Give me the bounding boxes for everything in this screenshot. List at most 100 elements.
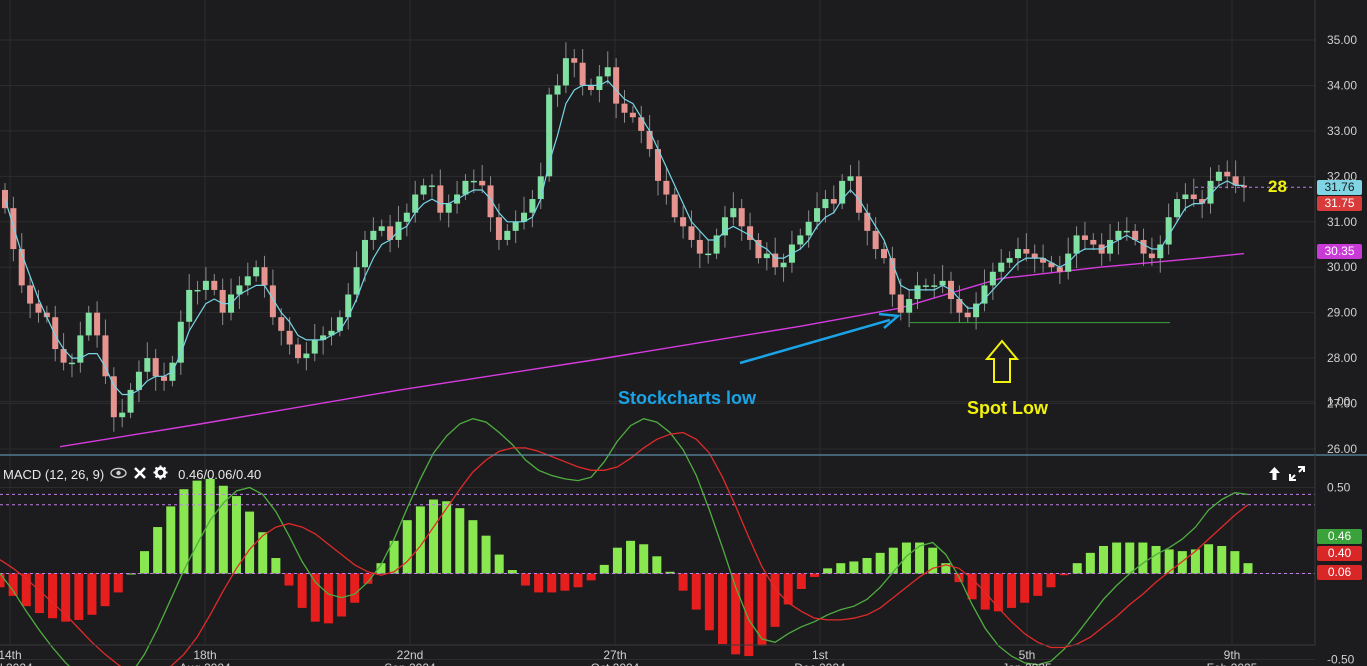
candle-bear xyxy=(1190,194,1197,200)
histogram-bar-negative xyxy=(8,573,18,596)
candle-bear xyxy=(437,185,444,213)
candle-bear xyxy=(1140,239,1147,254)
pane-controls xyxy=(1268,466,1305,485)
macd-label: MACD (12, 26, 9) xyxy=(3,466,105,482)
histogram-bar-positive xyxy=(1151,545,1161,574)
histogram-bar-negative xyxy=(1020,573,1030,603)
candle-bear xyxy=(278,317,285,331)
candle-bull xyxy=(1073,235,1080,254)
histogram-bar-positive xyxy=(507,570,517,574)
histogram-bar-negative xyxy=(337,573,347,617)
candle-bull xyxy=(562,58,569,86)
candle-bull xyxy=(1123,230,1130,233)
histogram-bar-positive xyxy=(599,564,609,574)
histogram-bar-negative xyxy=(704,573,714,631)
candle-bear xyxy=(152,358,159,377)
gear-icon[interactable] xyxy=(153,465,168,483)
candle-bear xyxy=(1240,185,1248,188)
macd-tick-label: 1.00 xyxy=(1327,395,1351,409)
histogram-bar-negative xyxy=(363,573,373,584)
x-tick-day: 9th xyxy=(1224,648,1241,662)
candle-bull xyxy=(721,217,728,236)
eye-icon[interactable] xyxy=(110,467,127,482)
candle-bull xyxy=(504,230,511,240)
sma-price-tag: 30.35 xyxy=(1317,244,1362,259)
candle-bear xyxy=(1148,253,1155,259)
histogram-bar-positive xyxy=(901,542,911,574)
candle-bear xyxy=(738,208,745,227)
candle-bull xyxy=(537,176,544,200)
histogram-bar-negative xyxy=(284,573,294,586)
price-tick-label: 29.00 xyxy=(1327,306,1357,320)
histogram-bar-positive xyxy=(1190,549,1200,574)
histogram-bar-positive xyxy=(153,527,163,574)
histogram-bar-negative xyxy=(967,573,977,600)
candle-bull xyxy=(1207,180,1214,204)
histogram-bar-positive xyxy=(1125,542,1135,574)
histogram-bar-positive xyxy=(468,520,478,574)
histogram-bar-positive xyxy=(415,506,425,574)
macd-header: MACD (12, 26, 9) 0.46/0.06/0.40 xyxy=(3,465,261,483)
histogram-bar-negative xyxy=(1007,573,1017,608)
candle-bull xyxy=(428,185,435,187)
candle-bull xyxy=(1174,199,1181,218)
x-tick-day: 18th xyxy=(193,648,216,662)
candle-bull xyxy=(236,285,243,295)
histogram-bar-negative xyxy=(61,573,71,622)
expand-icon[interactable] xyxy=(1289,466,1305,485)
candle-bull xyxy=(420,185,427,195)
histogram-bar-positive xyxy=(1138,542,1148,574)
histogram-bar-negative xyxy=(534,573,544,593)
yellow-up-arrow xyxy=(984,339,1020,383)
candle-bear xyxy=(94,312,101,336)
candle-bull xyxy=(303,353,310,359)
candle-bull xyxy=(1014,249,1021,259)
x-tick-day: 22nd xyxy=(397,648,424,662)
candle-bear xyxy=(219,289,226,313)
candle-bear xyxy=(479,180,486,186)
candle-bear xyxy=(864,212,871,231)
x-tick-day: 5th xyxy=(1019,648,1036,662)
candle-bull xyxy=(546,94,553,177)
price-tick-label: 27.00 xyxy=(1327,397,1357,411)
candle-bear xyxy=(27,285,34,304)
candle-bull xyxy=(470,180,477,183)
candle-bear xyxy=(294,344,302,359)
x-tick-day: 27th xyxy=(603,648,626,662)
candle-bull xyxy=(805,221,812,236)
price-tick-label: 31.00 xyxy=(1327,215,1357,229)
histogram-bar-positive xyxy=(1243,563,1253,574)
histogram-bar-positive xyxy=(652,556,662,574)
histogram-bar-negative xyxy=(783,573,793,605)
candle-bull xyxy=(914,285,921,300)
candle-bull xyxy=(814,208,821,222)
histogram-bar-negative xyxy=(48,573,58,619)
candle-bear xyxy=(646,130,653,150)
histogram-bar-positive xyxy=(915,542,925,574)
histogram-bar-positive xyxy=(849,561,859,574)
candle-bear xyxy=(638,117,645,131)
candle-bull xyxy=(186,289,193,322)
candle-bull xyxy=(177,321,184,363)
label-28: 28 xyxy=(1268,177,1287,196)
arrow-up-icon[interactable] xyxy=(1268,466,1281,485)
candle-bull xyxy=(780,262,787,268)
histogram-bar-positive xyxy=(205,478,215,574)
x-tick-day: 14th xyxy=(0,648,22,662)
ema-short-line xyxy=(4,80,1315,396)
histogram-bar-negative xyxy=(34,573,44,614)
candle-bull xyxy=(554,85,561,95)
candle-bull xyxy=(119,412,126,418)
candle-bear xyxy=(18,249,25,286)
candle-bull xyxy=(596,76,603,90)
candle-bull xyxy=(135,371,142,390)
histogram-bar-negative xyxy=(718,573,728,645)
candle-bear xyxy=(1023,249,1030,254)
candle-bear xyxy=(830,199,837,204)
candle-bull xyxy=(1157,244,1164,259)
candle-bear xyxy=(269,285,276,318)
close-icon[interactable] xyxy=(133,466,147,483)
candle-bear xyxy=(587,85,595,90)
x-tick-month: Feb 2025 xyxy=(1207,661,1258,666)
histogram-bar-negative xyxy=(21,573,31,607)
